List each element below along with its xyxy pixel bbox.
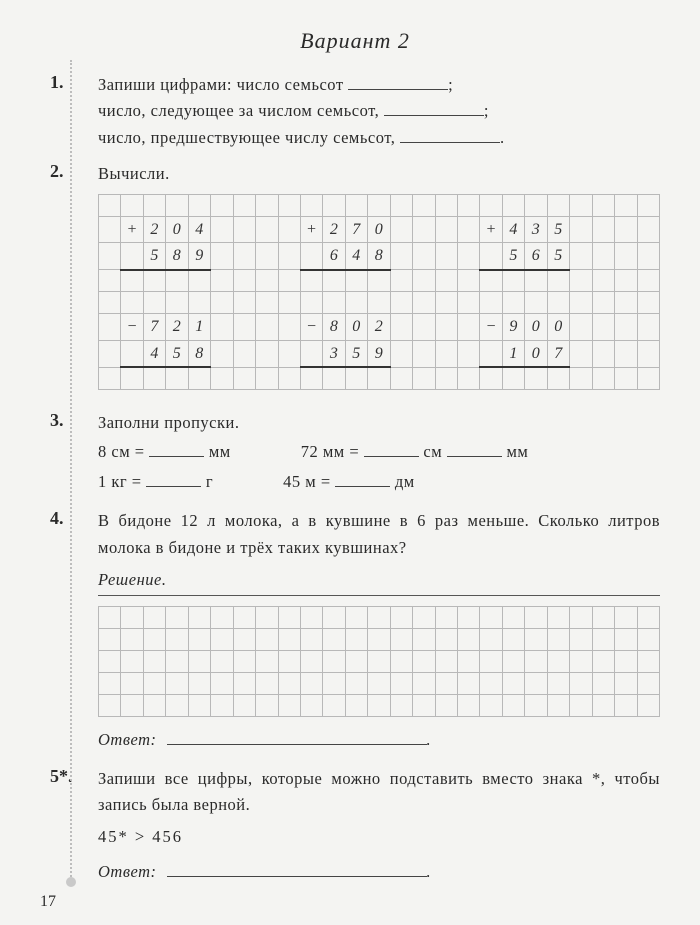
blank[interactable] xyxy=(335,470,390,487)
period: . xyxy=(427,730,432,749)
task-3: 3. Заполни пропуски. 8 см = мм 72 мм = с… xyxy=(50,410,660,498)
blank[interactable] xyxy=(146,470,201,487)
blank[interactable] xyxy=(149,441,204,458)
page-number: 17 xyxy=(40,893,56,911)
task-body: Запиши цифрами: число семьсот ; число, с… xyxy=(98,72,660,151)
blank[interactable] xyxy=(167,860,427,877)
t5-expr: 45* > 456 xyxy=(98,824,660,850)
t1-l1a: Запиши цифрами: число семьсот xyxy=(98,75,348,94)
calc-grid: +204+270+435589648565−721−802−9004583591… xyxy=(98,194,660,390)
unit: мм xyxy=(209,442,231,461)
task-1: 1. Запиши цифрами: число семьсот ; число… xyxy=(50,72,660,151)
t3-text: Заполни пропуски. xyxy=(98,410,660,436)
blank[interactable] xyxy=(447,441,502,458)
t5-text: Запиши все цифры, которые можно подстави… xyxy=(98,766,660,819)
t1-l1b: ; xyxy=(448,75,453,94)
unit: дм xyxy=(395,472,415,491)
t2-text: Вычисли. xyxy=(98,161,660,187)
label: 45 м = xyxy=(283,472,331,491)
task-body: Заполни пропуски. 8 см = мм 72 мм = см м… xyxy=(98,410,660,498)
t1-l2a: число, следующее за числом семьсот, xyxy=(98,101,384,120)
task-2: 2. Вычисли. +204+270+435589648565−721−80… xyxy=(50,161,660,400)
label: 8 см = xyxy=(98,442,145,461)
blank[interactable] xyxy=(400,126,500,143)
task-body: В бидоне 12 л молока, а в кувшине в 6 ра… xyxy=(98,508,660,754)
t1-l2b: ; xyxy=(484,101,489,120)
label: 72 мм = xyxy=(301,442,359,461)
unit: г xyxy=(206,472,213,491)
t1-l3a: число, предшествующее числу семьсот, xyxy=(98,128,400,147)
t1-l3b: . xyxy=(500,128,505,147)
blank[interactable] xyxy=(384,100,484,117)
t3-row2: 1 кг = г 45 м = дм xyxy=(98,469,660,495)
task-body: Вычисли. +204+270+435589648565−721−802−9… xyxy=(98,161,660,400)
t4-text: В бидоне 12 л молока, а в кувшине в 6 ра… xyxy=(98,508,660,561)
blank[interactable] xyxy=(348,74,448,91)
blank[interactable] xyxy=(364,441,419,458)
answer-line: Ответ:. xyxy=(98,859,660,885)
answer-label: Ответ: xyxy=(98,730,157,749)
period: . xyxy=(427,862,432,881)
task-body: Запиши все цифры, которые можно подстави… xyxy=(98,766,660,886)
solution-grid[interactable] xyxy=(98,606,660,717)
task-5: 5*. Запиши все цифры, которые можно подс… xyxy=(50,766,660,886)
variant-title: Вариант 2 xyxy=(50,28,660,54)
solution-label: Решение. xyxy=(98,567,660,596)
unit: мм xyxy=(506,442,528,461)
unit: см xyxy=(423,442,442,461)
task-number: 4. xyxy=(50,508,98,754)
t3-row1: 8 см = мм 72 мм = см мм xyxy=(98,439,660,465)
task-number: 1. xyxy=(50,72,98,151)
task-number: 5*. xyxy=(50,766,98,886)
task-number: 2. xyxy=(50,161,98,400)
task-number: 3. xyxy=(50,410,98,498)
blank[interactable] xyxy=(167,729,427,746)
answer-label: Ответ: xyxy=(98,862,157,881)
answer-line: Ответ:. xyxy=(98,727,660,753)
label: 1 кг = xyxy=(98,472,142,491)
task-4: 4. В бидоне 12 л молока, а в кувшине в 6… xyxy=(50,508,660,754)
